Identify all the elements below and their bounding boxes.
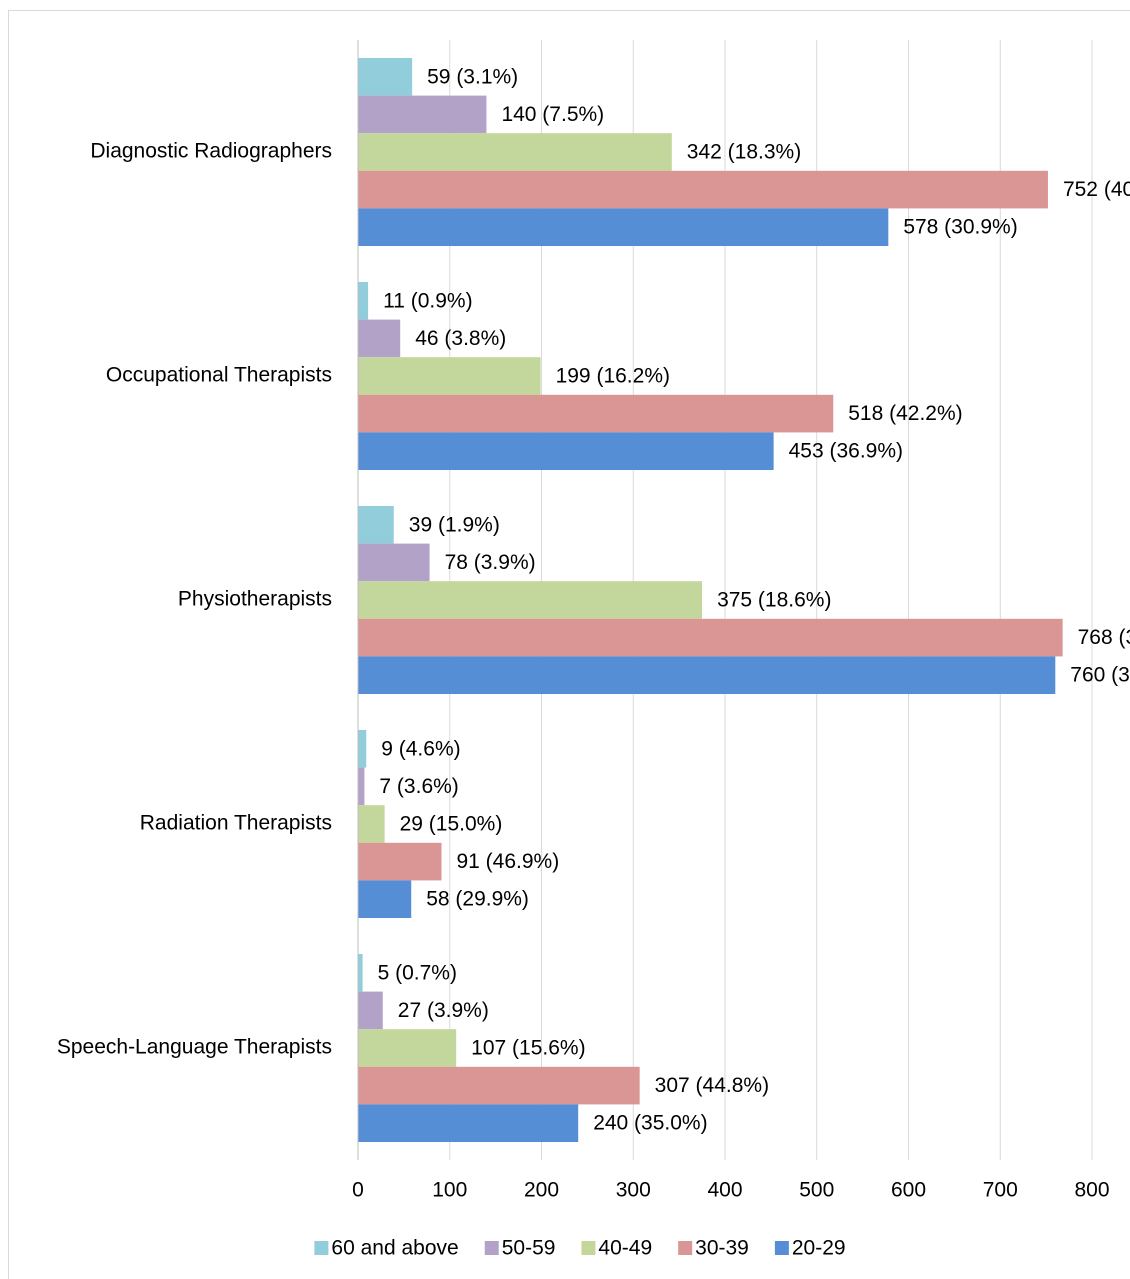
bar (358, 1029, 457, 1067)
legend: 60 and above 50-59 40-49 30-39 20-29 (314, 1237, 846, 1260)
value-label: 5 (0.7%) (378, 961, 457, 984)
value-label: 375 (18.6%) (717, 589, 831, 612)
bar (358, 133, 672, 171)
legend-label: 30-39 (695, 1237, 749, 1260)
x-tick-label: 200 (524, 1179, 559, 1202)
value-label: 91 (46.9%) (456, 850, 559, 873)
y-tick-label: Diagnostic Radiographers (90, 140, 332, 163)
bar (358, 208, 889, 246)
legend-label: 20-29 (792, 1237, 846, 1260)
value-label: 58 (29.9%) (426, 888, 529, 911)
value-label: 9 (4.6%) (381, 737, 460, 760)
legend-swatch (678, 1241, 693, 1255)
value-label: 27 (3.9%) (398, 999, 489, 1022)
value-label: 59 (3.1%) (427, 65, 518, 88)
bar (358, 656, 1056, 694)
bar (358, 432, 774, 470)
legend-swatch (581, 1241, 596, 1255)
value-label: 46 (3.8%) (415, 327, 506, 350)
value-label: 768 (38.0%) (1078, 626, 1130, 649)
value-label: 342 (18.3%) (687, 141, 801, 164)
y-tick-label: Physiotherapists (178, 588, 332, 611)
bar (358, 767, 365, 806)
value-label: 11 (0.9%) (383, 289, 473, 312)
bar (358, 1104, 579, 1142)
value-label: 760 (37.6%) (1070, 664, 1130, 687)
x-tick-label: 700 (983, 1179, 1018, 1202)
legend-label: 60 and above (331, 1237, 458, 1260)
bar (358, 880, 412, 918)
value-label: 199 (16.2%) (556, 365, 670, 388)
x-tick-label: 0 (352, 1179, 364, 1202)
bar (358, 282, 369, 320)
bar (358, 319, 401, 358)
bar (358, 805, 385, 843)
bar (358, 394, 834, 433)
x-tick-label: 600 (891, 1179, 926, 1202)
value-label: 78 (3.9%) (445, 551, 536, 574)
y-tick-label: Occupational Therapists (106, 364, 332, 387)
bar (358, 842, 442, 881)
bar (358, 581, 703, 619)
value-label: 140 (7.5%) (501, 103, 604, 126)
bar (358, 506, 394, 544)
bar (358, 730, 367, 768)
y-tick-label: Speech-Language Therapists (57, 1036, 332, 1059)
value-label: 7 (3.6%) (379, 775, 458, 798)
x-tick-label: 400 (707, 1179, 742, 1202)
legend-swatch (774, 1241, 789, 1255)
bar (358, 954, 363, 992)
value-label: 453 (36.9%) (789, 440, 903, 463)
legend-swatch (484, 1241, 499, 1255)
legend-label: 50-59 (502, 1237, 556, 1260)
x-tick-label: 100 (432, 1179, 467, 1202)
value-label: 240 (35.0%) (593, 1112, 707, 1135)
value-label: 29 (15.0%) (400, 813, 503, 836)
x-tick-label: 300 (616, 1179, 651, 1202)
bar (358, 95, 487, 134)
x-tick-label: 500 (799, 1179, 834, 1202)
value-label: 39 (1.9%) (409, 513, 500, 536)
legend-label: 40-49 (598, 1237, 652, 1260)
value-label: 752 (40.2%) (1063, 178, 1130, 201)
bar (358, 618, 1063, 657)
value-label: 107 (15.6%) (471, 1037, 585, 1060)
value-label: 307 (44.8%) (655, 1074, 769, 1097)
value-label: 578 (30.9%) (903, 216, 1017, 239)
bar (358, 991, 383, 1030)
bar (358, 58, 413, 96)
bar (358, 170, 1048, 209)
bar (358, 357, 541, 395)
y-tick-label: Radiation Therapists (140, 812, 332, 835)
bar (358, 1066, 640, 1105)
x-tick-label: 800 (1074, 1179, 1109, 1202)
legend-swatch (314, 1241, 329, 1255)
bar (358, 543, 430, 582)
value-label: 518 (42.2%) (848, 402, 962, 425)
